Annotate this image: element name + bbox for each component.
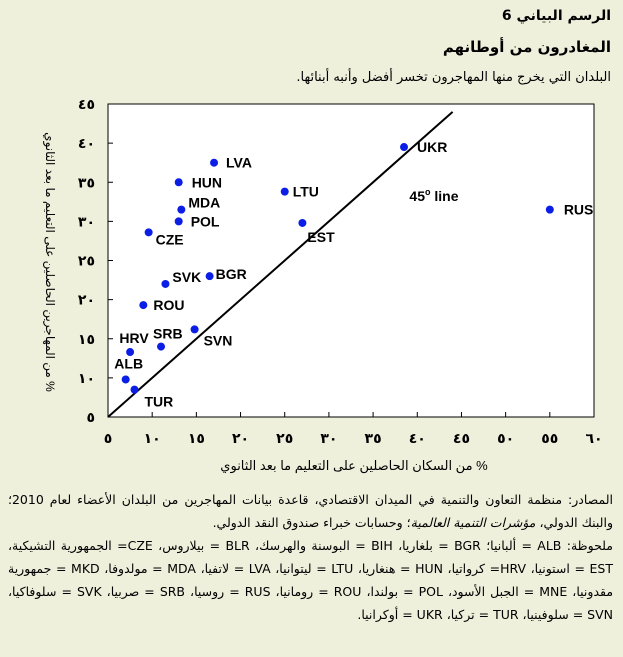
source-note: المصادر: منظمة التعاون والتنمية في الميد… <box>8 488 613 534</box>
point-tur <box>130 385 139 394</box>
y-tick-label: ٤٠ <box>78 135 95 151</box>
point-label-ltu: LTU <box>293 184 319 200</box>
point-label-ukr: UKR <box>417 139 447 155</box>
y-tick-label: ٤٥ <box>78 96 95 112</box>
x-tick-label: ٤٥ <box>453 430 470 446</box>
point-label-bgr: BGR <box>216 266 247 282</box>
point-label-svn: SVN <box>204 332 233 348</box>
y-tick-label: ٢٠ <box>78 292 95 308</box>
source-italic: مؤشرات التنمية العالمية <box>410 515 536 530</box>
point-label-srb: SRB <box>153 326 183 342</box>
plot-area <box>107 103 595 418</box>
x-tick-label: ٥٥ <box>541 430 558 446</box>
x-axis-label: % من السكان الحاصلين على التعليم ما بعد … <box>220 458 488 474</box>
point-label-hun: HUN <box>192 174 222 190</box>
x-tick-label: ٢٠ <box>232 430 249 446</box>
reference-line-45 <box>107 111 454 418</box>
x-tick-label: ١٠ <box>144 430 161 446</box>
axes: ٥ ١٠ ١٥ ٢٠ ٢٥ ٣٠ ٣٥ ٤٠ ٤٥ ٥٠ ٥٥ ٦٠ ٥ ١٠ ١٥ ٢٠ ٢٥ ٣٠ ٣٥ ٤٠ ٤٥ <box>78 96 603 446</box>
point-label-svk: SVK <box>172 269 201 285</box>
reference-line-group: 45o line <box>107 111 459 418</box>
y-tick-label: ٥ <box>86 409 95 425</box>
point-pol <box>174 217 183 226</box>
point-hun <box>174 178 183 187</box>
x-tick-label: ٥ <box>104 430 113 446</box>
point-svk <box>161 279 170 288</box>
point-svn <box>190 325 199 334</box>
notes: المصادر: منظمة التعاون والتنمية في الميد… <box>8 488 613 626</box>
point-label-hrv: HRV <box>119 330 149 346</box>
x-tick-label: ٤٠ <box>409 430 426 446</box>
x-tick-label: ٢٥ <box>276 430 293 446</box>
x-tick-label: ١٥ <box>188 430 205 446</box>
point-label-alb: ALB <box>114 355 143 371</box>
x-tick-label: ٣٥ <box>365 430 382 446</box>
figure-subtitle: البلدان التي يخرج منها المهاجرون تخسر أف… <box>296 70 611 85</box>
point-label-pol: POL <box>191 213 220 229</box>
point-label-tur: TUR <box>145 394 174 410</box>
point-label-lva: LVA <box>226 155 252 171</box>
x-tick-label: ٦٠ <box>585 430 602 446</box>
point-ltu <box>280 187 289 196</box>
source-suffix: ؛ وحسابات خبراء صندوق النقد الدولي. <box>212 515 411 530</box>
y-tick-label: ٢٥ <box>78 253 95 269</box>
point-label-rou: ROU <box>153 297 184 313</box>
point-label-rus: RUS <box>564 202 594 218</box>
abbreviation-note: ملحوظة: ALB = ألبانيا؛ BGR = بلغاريا، BI… <box>8 538 614 622</box>
point-mda <box>177 205 186 214</box>
point-ukr <box>400 143 409 152</box>
point-rus <box>545 205 554 214</box>
y-tick-label: ١٥ <box>78 331 95 347</box>
x-tick-label: ٣٠ <box>320 430 337 446</box>
x-tick-label: ٥٠ <box>497 430 514 446</box>
point-label-cze: CZE <box>156 231 184 247</box>
point-hrv <box>126 348 135 357</box>
point-label-mda: MDA <box>188 195 220 211</box>
reference-line-label: 45o line <box>409 187 458 204</box>
y-tick-label: ١٠ <box>78 370 95 386</box>
source-prefix: المصادر: منظمة التعاون والتنمية في الميد… <box>8 492 613 530</box>
y-tick-label: ٣٠ <box>78 213 95 229</box>
point-lva <box>210 158 219 167</box>
figure-number: الرسم البياني 6 <box>501 8 611 24</box>
point-est <box>298 218 307 227</box>
figure-title: المغادرون من أوطانهم <box>442 38 611 56</box>
y-axis-label: % من المهاجرين الحاصلين على التعليم ما ب… <box>42 132 57 392</box>
point-alb <box>121 375 130 384</box>
point-cze <box>144 228 153 237</box>
point-label-est: EST <box>307 229 335 245</box>
point-srb <box>157 342 166 351</box>
y-tick-label: ٣٥ <box>78 174 95 190</box>
point-bgr <box>205 272 214 281</box>
scatter-chart: ٥ ١٠ ١٥ ٢٠ ٢٥ ٣٠ ٣٥ ٤٠ ٤٥ ٥٠ ٥٥ ٦٠ ٥ ١٠ ١٥ ٢٠ ٢٥ ٣٠ ٣٥ ٤٠ ٤٥… <box>42 96 603 474</box>
point-rou <box>139 301 148 310</box>
